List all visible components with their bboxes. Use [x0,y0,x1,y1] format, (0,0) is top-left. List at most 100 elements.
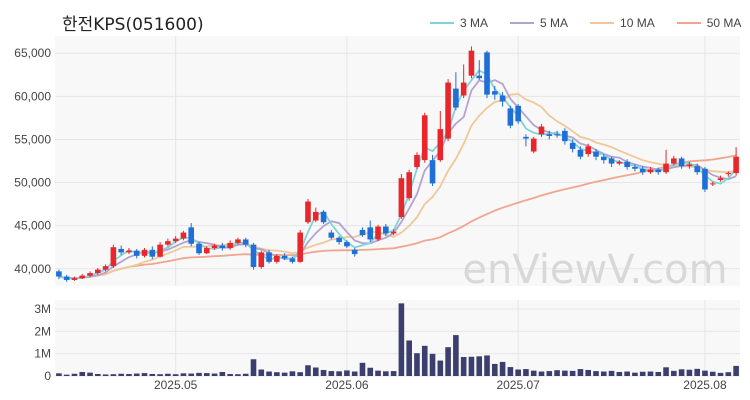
candle-body [359,229,366,236]
volume-bar [429,353,436,376]
candle-body [79,275,86,279]
volume-bar [203,373,210,376]
volume-bar [227,373,233,376]
candle-body [530,138,537,152]
volume-bar [499,361,506,376]
volume-tick-label: 2M [34,324,51,338]
candle-body [320,211,327,223]
candle-body [157,244,163,257]
candle-body [281,255,288,259]
volume-bar [141,373,148,376]
volume-bar [71,373,78,376]
volume-bar [476,356,483,376]
volume-bar [507,367,514,376]
candle-body [289,258,296,262]
volume-bar [126,373,132,376]
candle-body [63,276,70,280]
candle-body [242,239,249,245]
volume-bar [663,367,669,376]
candle-body [258,252,265,268]
price-tick-label: 50,000 [14,176,51,190]
candle-body [110,247,117,267]
candle-body [421,115,428,161]
candle-body [305,201,311,223]
candle-body [577,149,584,157]
x-tick-label: 2025.08 [683,378,727,392]
candle-body [702,168,708,190]
volume-bar [320,369,327,376]
ma50-line [58,154,737,280]
volume-bar [250,359,257,376]
volume-bar [289,371,296,376]
volume-bar [554,370,560,376]
volume-tick-label: 0 [44,369,51,383]
volume-bar [312,367,319,376]
volume-bar [149,373,156,376]
volume-bar [344,370,350,376]
candle-body [569,142,576,149]
candle-body [686,164,693,167]
x-tick-label: 2025.06 [325,378,369,392]
candle-body [71,278,78,280]
volume-bar [110,374,117,376]
legend-label-ma50: 50 MA [706,16,742,30]
candle-body [351,249,358,255]
volume-bar [694,368,700,376]
volume-bar [351,371,358,376]
volume-bar [235,374,241,376]
volume-bar [196,372,202,376]
volume-bar [608,370,615,376]
candle-body [398,178,405,218]
candle-body [632,167,638,169]
volume-bar [219,371,226,376]
candle-body [102,266,109,270]
volume-bar [484,355,490,376]
volume-bar [624,371,630,376]
volume-bar [655,371,662,376]
volume-bar [491,363,498,376]
volume-bar [297,372,304,376]
x-tick-label: 2025.05 [154,378,198,392]
candle-body [141,249,148,256]
volume-bar [702,370,708,376]
volume-bar [211,373,218,376]
candle-body [297,232,304,262]
candle-body [453,88,459,108]
volume-bar [274,372,280,376]
volume-bar [406,340,412,376]
candle-body [460,82,467,96]
candle-body [87,273,93,276]
candle-body [639,168,646,173]
candle-body [733,156,739,174]
volume-bar [562,370,568,376]
volume-bar [616,371,623,376]
volume-bar [359,362,366,376]
ma3-line [58,69,737,280]
volume-bar [460,357,467,376]
candle-body [367,227,374,240]
volume-bar [453,335,459,376]
candle-body [523,136,529,139]
price-tick-label: 60,000 [14,89,51,103]
candle-body [717,178,724,180]
volume-bar [281,372,288,376]
candle-body [678,158,685,167]
volume-bar [305,365,311,376]
candle-body [188,227,195,244]
volume-bar [367,367,374,376]
volume-bar [87,372,93,376]
volume-bar [639,371,646,376]
candle-body [312,211,319,221]
candle-body [515,105,521,122]
volume-bar [593,371,599,376]
candle-body [126,250,132,253]
candle-body [227,242,233,249]
price-tick-label: 40,000 [14,262,51,276]
volume-bar [242,373,249,376]
ma5-line [58,79,737,280]
candle-body [655,169,662,173]
candle-body [437,129,444,161]
legend-swatch-ma50 [676,22,701,24]
candle-body [266,252,272,262]
candle-body [429,160,436,184]
